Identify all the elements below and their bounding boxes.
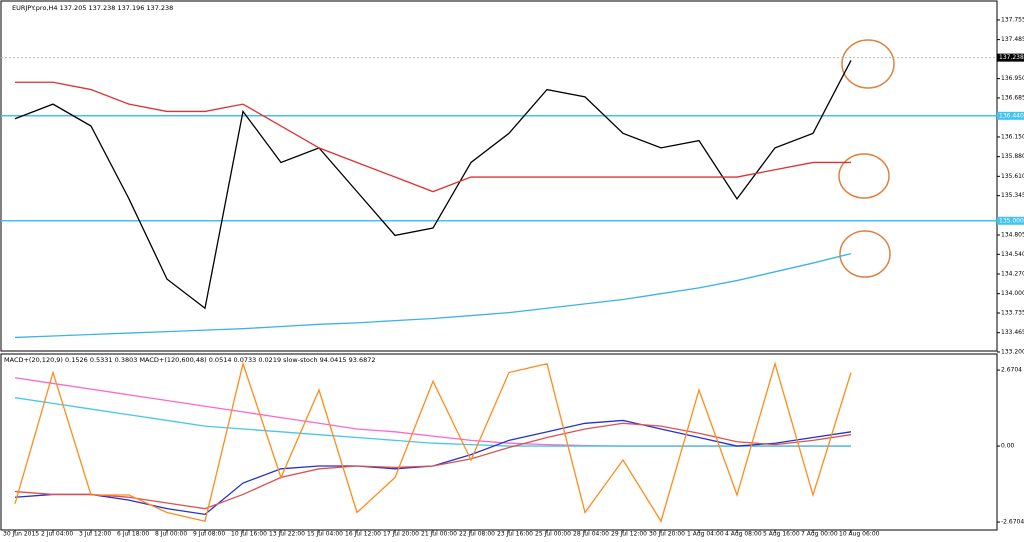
x-tick-label: 7 Aug 00:00 xyxy=(801,531,838,538)
y-tick-label: 0.00 xyxy=(1001,443,1015,450)
x-tick-label: 10 Jul 16:00 xyxy=(231,531,267,538)
x-tick-label: 2 Jul 04:00 xyxy=(41,531,73,538)
y-tick-label: 135.345 xyxy=(1001,192,1024,199)
y-tick-label: 137.755 xyxy=(1001,16,1024,23)
chart-title: MACD+(20,120,9) 0.1526 0.5331 0.3803 MAC… xyxy=(4,356,375,364)
x-tick-label: 1 Aug 04:00 xyxy=(687,531,724,538)
x-tick-label: 30 Jul 20:00 xyxy=(649,531,685,538)
x-tick-label: 13 Jul 22:00 xyxy=(269,531,305,538)
x-tick-label: 3 Jul 12:00 xyxy=(79,531,111,538)
level-box xyxy=(997,216,1024,225)
y-tick-label: 134.270 xyxy=(1001,270,1024,277)
last-price-label: 137.238 xyxy=(999,54,1024,61)
x-tick-label: 6 Jul 18:00 xyxy=(117,531,149,538)
x-tick-label: 23 Jul 16:00 xyxy=(497,531,533,538)
chart-title: EURJPY.pro,H4 137.205 137.238 137.196 13… xyxy=(12,4,173,12)
y-tick-label: 2.6704 xyxy=(1001,367,1022,374)
x-tick-label: 8 Jul 00:00 xyxy=(155,531,187,538)
level-label: 136.440 xyxy=(999,112,1024,119)
y-tick-label: 134.540 xyxy=(1001,251,1024,258)
circle xyxy=(838,153,890,199)
y-tick-label: 135.610 xyxy=(1001,173,1024,180)
series-line xyxy=(14,252,852,339)
x-tick-label: 10 Aug 06:00 xyxy=(839,531,880,538)
y-tick-label: 136.685 xyxy=(1001,94,1024,101)
series-line xyxy=(14,397,851,447)
series-line xyxy=(14,361,852,523)
y-tick-label: 133.735 xyxy=(1001,309,1024,316)
series-line xyxy=(14,377,851,447)
x-tick-label: 4 Aug 08:00 xyxy=(725,531,762,538)
x-tick-label: 16 Jul 12:00 xyxy=(345,531,381,538)
x-tick-label: 22 Jul 08:00 xyxy=(459,531,495,538)
circle xyxy=(841,39,895,89)
x-tick-label: 17 Jul 20:00 xyxy=(383,531,419,538)
x-tick-label: 25 Jul 00:00 xyxy=(535,531,571,538)
y-tick-label: 133.200 xyxy=(1001,349,1024,356)
y-tick-label: 134.805 xyxy=(1001,231,1024,238)
level-label: 135.000 xyxy=(999,217,1024,224)
x-tick-label: 9 Jul 08:00 xyxy=(193,531,225,538)
y-tick-label: 136.150 xyxy=(1001,133,1024,140)
series-line xyxy=(15,81,851,193)
last-price-box xyxy=(997,53,1024,62)
circle xyxy=(839,230,891,278)
series-line xyxy=(14,422,852,510)
x-tick-label: 15 Jul 04:00 xyxy=(307,531,343,538)
x-tick-label: 28 Jul 04:00 xyxy=(573,531,609,538)
x-tick-label: 5 Aug 16:00 xyxy=(763,531,800,538)
series-line xyxy=(14,60,852,310)
y-tick-label: 133.465 xyxy=(1001,329,1024,336)
y-tick-label: 134.000 xyxy=(1001,290,1024,297)
main-frame xyxy=(0,0,998,352)
y-tick-label: 135.880 xyxy=(1001,153,1024,160)
x-tick-label: 21 Jul 00:00 xyxy=(421,531,457,538)
x-tick-label: 29 Jul 12:00 xyxy=(611,531,647,538)
level-box xyxy=(997,111,1024,120)
y-tick-label: 136.950 xyxy=(1001,75,1024,82)
y-tick-label: -2.6704 xyxy=(1001,519,1024,526)
y-tick-label: 137.485 xyxy=(1001,36,1024,43)
x-tick-label: 30 Jun 2015 xyxy=(3,531,39,538)
sub-frame xyxy=(0,353,998,531)
